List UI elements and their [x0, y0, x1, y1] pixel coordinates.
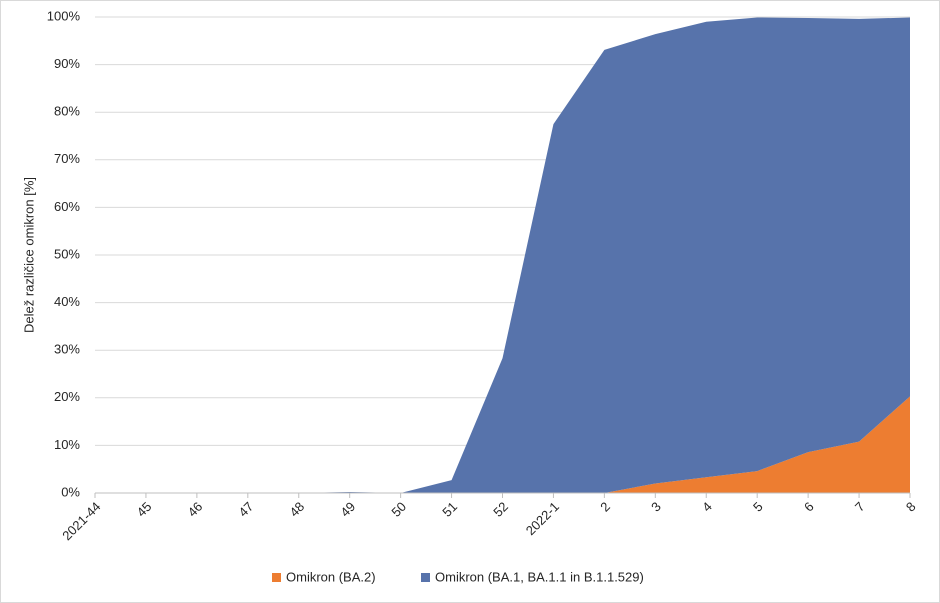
y-tick-label: 30% [54, 342, 80, 357]
y-tick-label: 50% [54, 246, 80, 261]
y-axis-title: Delež različice omikron [%] [21, 177, 36, 333]
y-tick-label: 100% [47, 8, 81, 23]
y-tick-label: 70% [54, 151, 80, 166]
legend-swatch [421, 573, 430, 582]
area [95, 396, 910, 493]
legend-swatch [272, 573, 281, 582]
legend-label: Omikron (BA.2) [286, 569, 376, 584]
y-tick-label: 80% [54, 104, 80, 119]
y-tick-label: 20% [54, 389, 80, 404]
y-tick-label: 90% [54, 56, 80, 71]
y-tick-label: 10% [54, 437, 80, 452]
legend-label: Omikron (BA.1, BA.1.1 in B.1.1.529) [435, 569, 644, 584]
y-tick-label: 0% [61, 484, 80, 499]
y-tick-label: 40% [54, 294, 80, 309]
area [95, 17, 910, 493]
y-tick-label: 60% [54, 199, 80, 214]
